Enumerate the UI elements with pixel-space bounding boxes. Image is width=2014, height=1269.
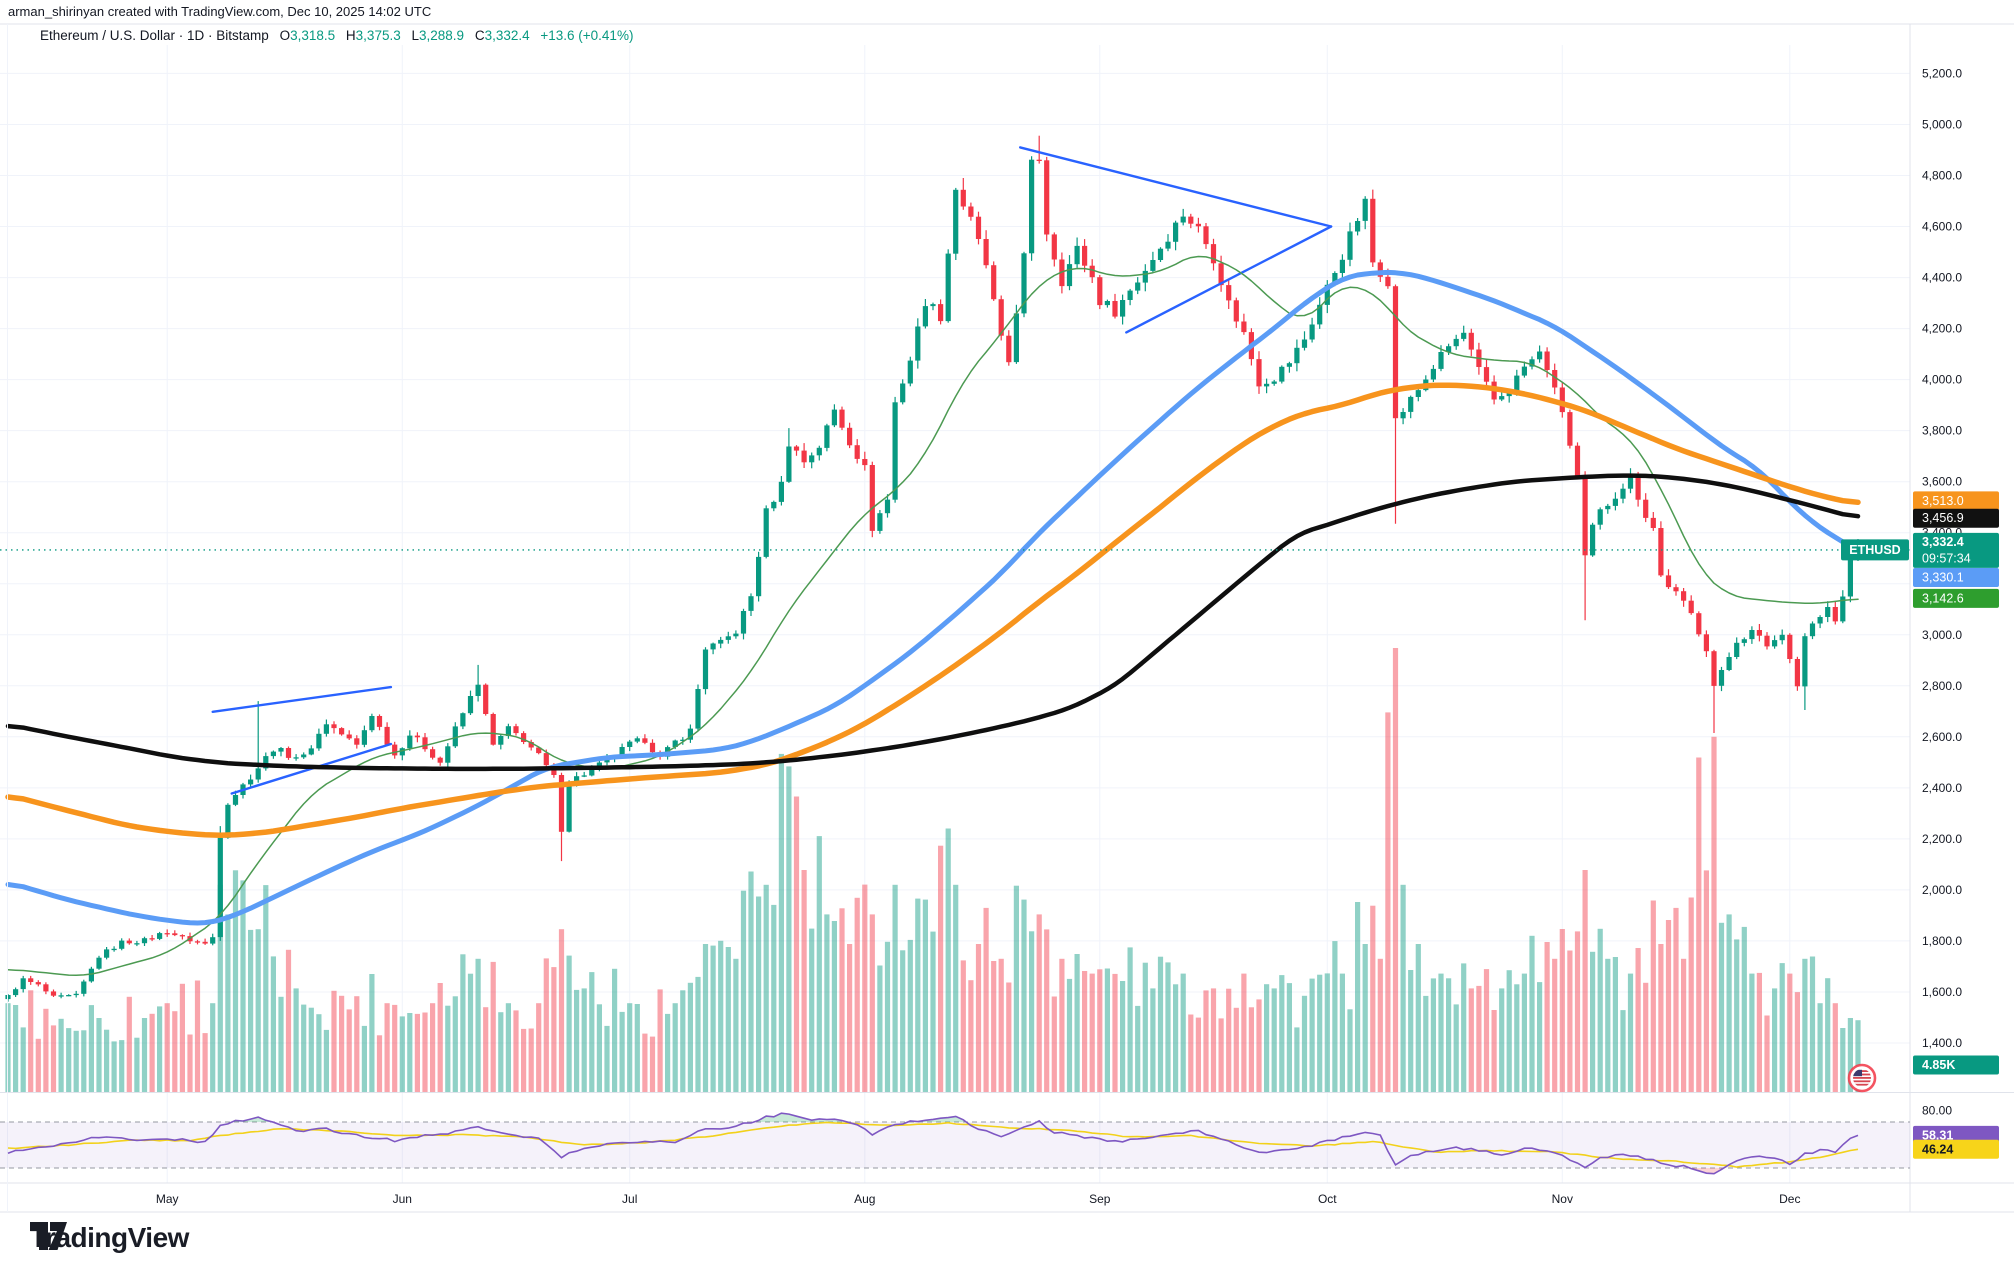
month-label: Aug: [854, 1192, 875, 1206]
price-tick-label: 1,400.0: [1922, 1036, 1962, 1050]
ohlc-close-value: 3,332.4: [484, 28, 530, 43]
svg-text:3,330.1: 3,330.1: [1922, 571, 1964, 585]
tradingview-logo-icon: [30, 1222, 67, 1250]
bar-countdown: 09:57:34: [1922, 551, 1971, 565]
symbol-price-tag: ETHUSD 3,332.4 09:57:34: [1841, 532, 1999, 568]
month-label: Sep: [1089, 1192, 1111, 1206]
current-price-value: 3,332.4: [1922, 535, 1964, 549]
price-tick-label: 4,000.0: [1922, 373, 1962, 387]
rsi-ma-chip: 46.24: [1913, 1139, 1999, 1159]
triangle-upper: [1019, 146, 1333, 228]
price-tick-label: 4,800.0: [1922, 169, 1962, 183]
price-chip-sma100-value: 3,513.0: [1913, 491, 1999, 511]
date-axis[interactable]: May Jun Jul Aug Sep Oct Nov Dec: [156, 1192, 1801, 1206]
price-scale[interactable]: 5,200.0 5,000.0 4,800.0 4,600.0 4,400.0 4,200…: [1841, 66, 1999, 1159]
svg-text:4.85K: 4.85K: [1922, 1058, 1955, 1072]
price-tick-label: 2,000.0: [1922, 883, 1962, 897]
svg-text:3,456.9: 3,456.9: [1922, 511, 1964, 525]
ma-line-ema21: [7, 255, 1859, 977]
ohlc-open-label: O: [279, 28, 291, 43]
ohlc-close-label: C: [474, 28, 485, 43]
price-tick-label: 3,800.0: [1922, 424, 1962, 438]
ma-line-sma100: [5, 382, 1861, 838]
us-flag-event-icon[interactable]: [1847, 1063, 1877, 1093]
price-tick-label: 1,800.0: [1922, 934, 1962, 948]
month-label: Dec: [1779, 1192, 1800, 1206]
triangle-lower: [1125, 225, 1333, 334]
price-tick-label: 2,600.0: [1922, 730, 1962, 744]
volume-chip: 4.85K: [1913, 1055, 1999, 1075]
price-chip-sma50-value: 3,330.1: [1913, 568, 1999, 587]
price-tick-label: 1,600.0: [1922, 985, 1962, 999]
price-tick-label: 5,000.0: [1922, 118, 1962, 132]
price-tick-label: 4,600.0: [1922, 220, 1962, 234]
ohlc-low-value: 3,288.9: [419, 28, 465, 43]
month-gridlines: [166, 45, 1791, 1183]
rsi-line: [7, 1112, 1859, 1175]
price-tick-label: 3,600.0: [1922, 475, 1962, 489]
svg-text:3,142.6: 3,142.6: [1922, 591, 1964, 605]
ma-line-sma50: [5, 269, 1861, 926]
attribution-text: arman_shirinyan created with TradingView…: [8, 4, 432, 19]
symbol-header[interactable]: Ethereum / U.S. Dollar · 1D · Bitstamp O…: [40, 28, 633, 44]
volume-bars: [5, 648, 1861, 1092]
svg-text:46.24: 46.24: [1922, 1142, 1953, 1156]
price-tick-label: 2,200.0: [1922, 832, 1962, 846]
month-label: May: [156, 1192, 179, 1206]
price-tick-label: 2,800.0: [1922, 679, 1962, 693]
change-value: +13.6 (+0.41%): [540, 28, 634, 43]
pane-separators: [0, 23, 2014, 1213]
price-chip-ema21-value: 3,142.6: [1913, 588, 1999, 608]
price-tick-label: 5,200.0: [1922, 66, 1962, 80]
ohlc-high-value: 3,375.3: [355, 28, 401, 43]
candles: [5, 135, 1861, 1002]
month-label: Jul: [622, 1192, 637, 1206]
month-label: Jun: [393, 1192, 412, 1206]
month-label: Oct: [1318, 1192, 1337, 1206]
symbol-title[interactable]: Ethereum / U.S. Dollar · 1D · Bitstamp: [40, 28, 269, 43]
rsi-pane: [0, 1112, 1910, 1175]
price-tick-label: 2,400.0: [1922, 781, 1962, 795]
ohlc-high-label: H: [345, 28, 356, 43]
svg-text:58.31: 58.31: [1922, 1128, 1953, 1142]
rsi-tick-label: 80.00: [1922, 1104, 1952, 1118]
ohlc-low-label: L: [411, 28, 419, 43]
may-channel-upper: [211, 685, 393, 713]
svg-text:ETHUSD: ETHUSD: [1849, 543, 1900, 557]
ohlc-open-value: 3,318.5: [290, 28, 336, 43]
trendline-drawings[interactable]: [211, 146, 1333, 795]
ma-line-sma200: [5, 473, 1861, 772]
tradingview-logo[interactable]: TradingView: [30, 1222, 189, 1254]
svg-text:3,513.0: 3,513.0: [1922, 494, 1964, 508]
price-tick-label: 4,400.0: [1922, 271, 1962, 285]
price-tick-label: 3,000.0: [1922, 628, 1962, 642]
price-tick-label: 4,200.0: [1922, 322, 1962, 336]
month-label: Nov: [1552, 1192, 1573, 1206]
price-chip-sma200-value: 3,456.9: [1913, 508, 1999, 528]
